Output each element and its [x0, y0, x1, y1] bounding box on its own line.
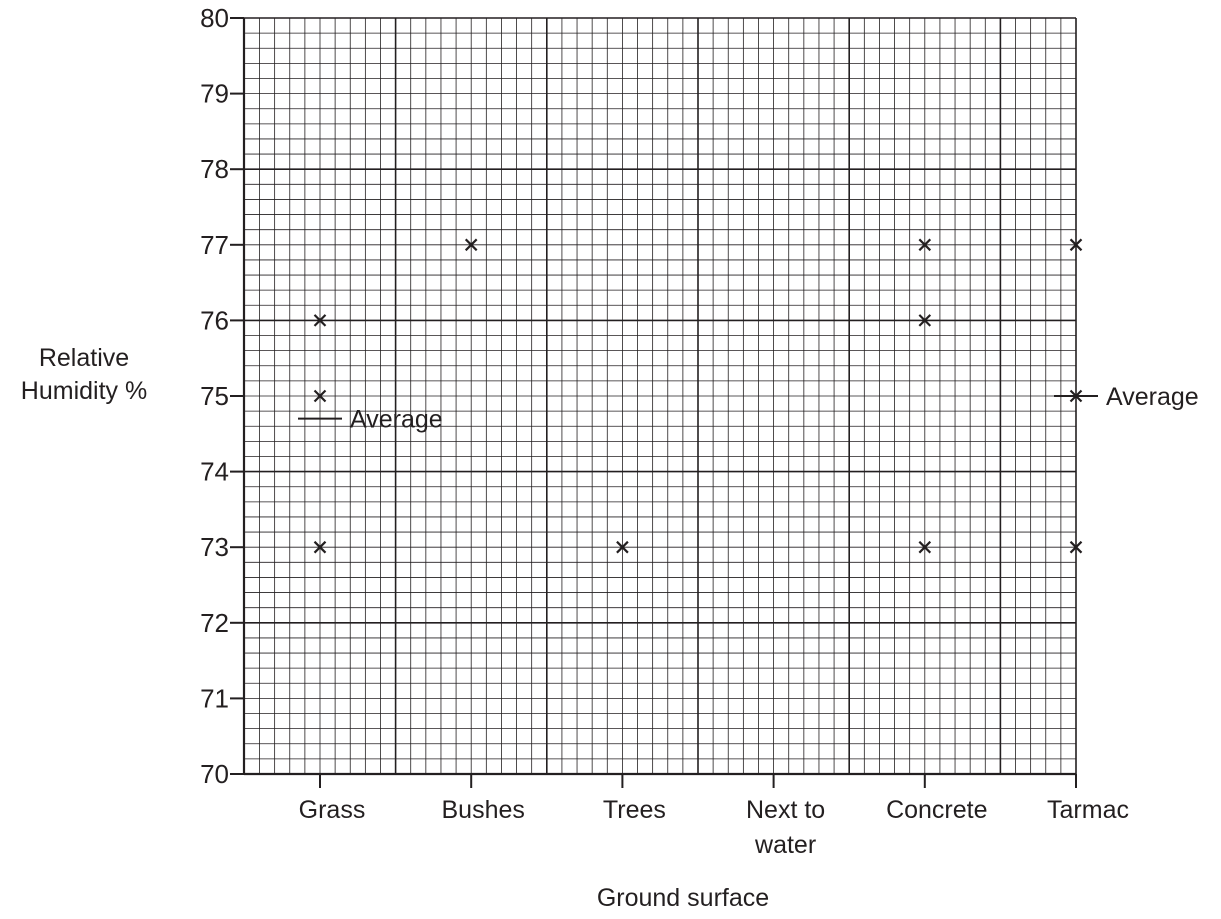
x-tick-label: Tarmac — [1047, 796, 1129, 824]
data-point-stroke — [1069, 540, 1083, 554]
data-points — [313, 238, 1083, 554]
x-tick-label: Next to — [746, 796, 825, 824]
y-axis-title: Humidity % — [21, 377, 147, 405]
y-axis-title: Relative — [39, 344, 129, 372]
axis-labels: Relative Humidity % Ground surface — [21, 344, 769, 912]
y-tick-label: 76 — [200, 305, 229, 335]
x-axis-title: Ground surface — [597, 884, 769, 912]
grid-minor — [243, 17, 1077, 775]
data-point — [1069, 238, 1083, 252]
y-axis-ticks: 70 71 72 73 74 75 76 77 78 79 80 — [200, 3, 244, 789]
data-point-stroke — [1069, 238, 1083, 252]
y-tick-label: 79 — [200, 79, 229, 109]
data-point-stroke — [464, 238, 478, 252]
y-tick-label: 71 — [200, 683, 229, 713]
data-point-stroke — [313, 389, 327, 403]
data-point-stroke — [918, 314, 932, 327]
data-point-stroke — [313, 314, 327, 327]
annotations: Average Average — [298, 383, 1199, 434]
y-tick-label: 73 — [200, 532, 229, 562]
y-tick-label: 74 — [200, 457, 229, 487]
data-point-stroke — [918, 540, 932, 554]
x-axis-ticks: Grass Bushes Trees Next to water Concrete Tarm… — [299, 774, 1129, 859]
data-point — [313, 540, 327, 554]
y-tick-label: 72 — [200, 608, 229, 638]
data-point — [313, 314, 327, 327]
data-point — [313, 389, 327, 403]
y-tick-label: 77 — [200, 230, 229, 260]
data-point — [1069, 540, 1083, 554]
data-point — [616, 540, 629, 554]
x-tick-label: Trees — [603, 796, 666, 824]
x-tick-label: Bushes — [442, 796, 525, 824]
data-point-stroke — [918, 238, 932, 252]
x-tick-label: Concrete — [886, 796, 987, 824]
data-point — [464, 238, 478, 252]
x-tick-label: water — [754, 831, 816, 859]
data-point — [918, 314, 932, 327]
data-point-stroke — [616, 540, 629, 554]
data-point — [918, 540, 932, 554]
y-tick-label: 75 — [200, 381, 229, 411]
average-label: Average — [350, 406, 443, 434]
data-point — [918, 238, 932, 252]
average-label: Average — [1106, 383, 1199, 411]
y-tick-label: 80 — [200, 3, 229, 33]
y-tick-label: 78 — [200, 154, 229, 184]
data-point-stroke — [313, 540, 327, 554]
y-tick-label: 70 — [200, 759, 229, 789]
x-tick-label: Grass — [299, 796, 366, 824]
